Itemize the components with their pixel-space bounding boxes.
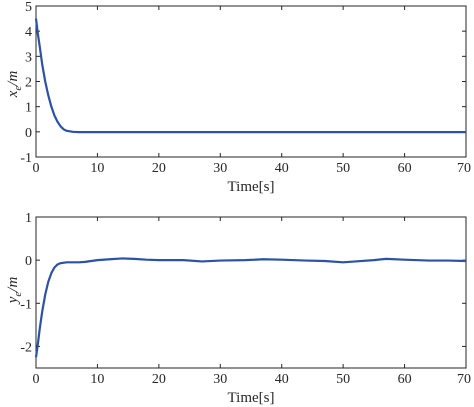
chart-ye: 0 10 20 30 40 50 60 70 -2 -1 0 1 Time[s] ye/m xyxy=(5,211,471,406)
x-tick-label: 20 xyxy=(152,372,166,387)
y-tick-label: 4 xyxy=(25,25,32,40)
x-tick-label: 70 xyxy=(457,372,471,387)
plot-frame xyxy=(35,5,467,158)
y-tick-label: -2 xyxy=(20,340,32,355)
x-tick-label: 30 xyxy=(213,161,227,176)
y-tick-label: -1 xyxy=(20,297,32,312)
x-tick-label: 60 xyxy=(398,161,412,176)
x-axis-label: Time[s] xyxy=(228,179,275,195)
y-tick-label: 5 xyxy=(25,0,32,15)
x-tick-label: 0 xyxy=(33,372,40,387)
x-tick-label: 40 xyxy=(275,161,289,176)
x-tick-label: 30 xyxy=(213,372,227,387)
x-tick-label: 10 xyxy=(90,161,104,176)
series-line xyxy=(34,18,466,134)
x-tick-label: 50 xyxy=(336,161,350,176)
x-tick-label: 50 xyxy=(336,372,350,387)
y-axis-label: xe/m xyxy=(5,71,24,99)
y-tick-label: 3 xyxy=(25,50,32,65)
x-tick-label: 10 xyxy=(90,372,104,387)
y-ticks: -1 0 1 2 3 4 5 xyxy=(20,0,466,166)
y-tick-label: 1 xyxy=(25,101,32,116)
y-tick-label: 2 xyxy=(25,76,32,91)
series-line xyxy=(34,257,467,358)
x-ticks: 0 10 20 30 40 50 60 70 xyxy=(33,6,471,176)
y-tick-label: 0 xyxy=(25,254,32,269)
x-tick-label: 0 xyxy=(33,161,40,176)
plot-frame xyxy=(35,216,467,369)
y-tick-label: 0 xyxy=(25,126,32,141)
y-axis-label: ye/m xyxy=(5,277,24,306)
y-tick-label: -1 xyxy=(20,151,32,166)
x-ticks: 0 10 20 30 40 50 60 70 xyxy=(33,217,471,387)
x-axis-label: Time[s] xyxy=(228,390,275,406)
x-tick-label: 20 xyxy=(152,161,166,176)
x-tick-label: 40 xyxy=(275,372,289,387)
x-tick-label: 70 xyxy=(457,161,471,176)
y-tick-label: 1 xyxy=(25,211,32,226)
y-ticks: -2 -1 0 1 xyxy=(20,211,466,355)
x-tick-label: 60 xyxy=(398,372,412,387)
